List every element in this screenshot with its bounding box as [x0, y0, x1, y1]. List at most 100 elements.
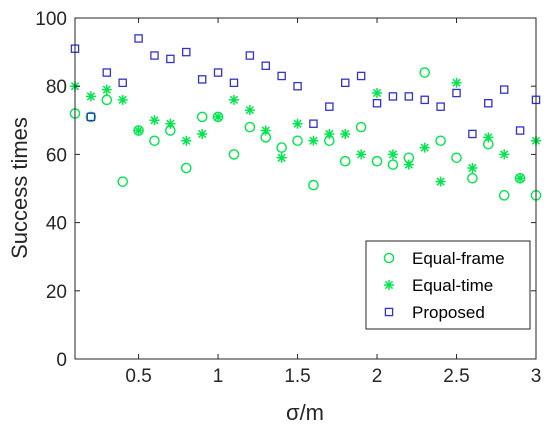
data-point-circle-10	[228, 149, 240, 160]
data-marks	[69, 34, 542, 201]
data-point-asterisk-18	[356, 149, 367, 160]
data-point-asterisk-2	[101, 84, 112, 95]
legend-label: Equal-frame	[412, 249, 505, 268]
data-point-asterisk-28	[515, 173, 526, 184]
data-point-square-21	[404, 92, 414, 101]
data-point-asterisk-7	[181, 135, 192, 146]
data-point-asterisk-12	[260, 125, 271, 136]
data-point-circle-13	[276, 142, 287, 153]
x-tick-label: 1	[213, 366, 224, 387]
data-point-asterisk-1	[85, 91, 96, 102]
data-point-asterisk-23	[435, 176, 446, 187]
data-point-square-5	[150, 51, 159, 60]
series-equal-time	[70, 77, 541, 187]
data-point-square-22	[420, 95, 429, 105]
y-tick-label: 60	[46, 145, 67, 166]
y-tick-label: 20	[46, 282, 67, 303]
y-tick-label: 100	[35, 9, 67, 30]
data-point-asterisk-5	[149, 115, 160, 126]
data-point-circle-14	[292, 135, 303, 147]
data-point-circle-23	[435, 135, 446, 147]
data-point-square-11	[245, 51, 255, 60]
data-point-square-12	[261, 61, 271, 70]
data-point-circle-15	[308, 179, 319, 191]
data-point-square-2	[102, 68, 112, 77]
x-tick-label: 2	[372, 366, 383, 387]
data-point-circle-18	[355, 121, 367, 133]
legend: Equal-frame Equal-time Proposed	[365, 240, 531, 330]
data-point-square-13	[277, 71, 286, 81]
y-axis-label: Success times	[7, 117, 32, 259]
x-tick-label: 1.5	[284, 366, 310, 387]
data-point-asterisk-22	[419, 142, 430, 153]
data-point-square-15	[309, 119, 318, 128]
x-tick-label: 2.5	[443, 366, 469, 387]
x-axis-label: σ/m	[286, 400, 324, 425]
data-point-asterisk-11	[244, 105, 255, 116]
data-point-square-28	[515, 126, 525, 135]
data-point-square-9	[213, 68, 223, 77]
data-point-circle-22	[419, 67, 431, 78]
data-point-asterisk-27	[499, 149, 510, 160]
data-point-circle-1	[85, 111, 97, 123]
data-point-square-18	[356, 71, 366, 81]
data-point-asterisk-9	[213, 111, 224, 122]
data-point-square-19	[372, 99, 382, 108]
data-point-circle-17	[339, 155, 351, 167]
data-point-circle-19	[371, 155, 383, 167]
data-point-square-1	[86, 112, 96, 122]
data-point-square-16	[325, 102, 334, 111]
data-point-square-25	[468, 129, 477, 139]
data-point-asterisk-6	[165, 118, 176, 129]
data-point-circle-2	[101, 94, 113, 106]
data-point-circle-5	[149, 135, 160, 147]
data-point-asterisk-4	[133, 125, 144, 136]
data-point-circle-20	[387, 159, 399, 170]
data-point-asterisk-8	[197, 128, 208, 139]
data-point-asterisk-17	[340, 128, 351, 139]
data-point-asterisk-3	[117, 94, 128, 105]
axes-box	[74, 17, 537, 360]
series-equal-frame	[69, 67, 542, 201]
data-point-square-14	[293, 81, 302, 91]
data-point-square-24	[452, 88, 461, 98]
legend-label: Equal-time	[412, 276, 493, 295]
data-point-asterisk-20	[387, 149, 398, 160]
data-point-square-27	[499, 85, 509, 94]
data-point-asterisk-21	[403, 159, 414, 170]
data-point-circle-3	[117, 176, 128, 187]
data-point-asterisk-24	[451, 77, 462, 88]
legend-marker-asterisk	[384, 280, 394, 290]
legend-label: Proposed	[412, 303, 485, 322]
data-point-asterisk-26	[483, 132, 494, 143]
x-tick-label: 0.5	[125, 366, 151, 387]
data-point-circle-11	[244, 121, 256, 133]
axes: 0.5 1 1.5 2 2.5 3 0 20 40 60 80 100	[35, 9, 541, 387]
data-point-asterisk-15	[308, 135, 319, 146]
data-point-asterisk-13	[276, 152, 287, 163]
y-tick-label: 0	[56, 350, 67, 371]
data-point-square-17	[340, 78, 350, 88]
data-point-square-7	[182, 47, 191, 57]
data-point-square-8	[197, 75, 207, 84]
data-point-asterisk-19	[372, 88, 383, 99]
data-point-square-26	[484, 99, 493, 108]
data-point-circle-7	[180, 162, 192, 174]
legend-marker-square	[384, 307, 394, 317]
y-tick-label: 40	[46, 214, 67, 235]
data-point-square-23	[436, 102, 445, 111]
data-point-circle-27	[498, 190, 510, 201]
data-point-square-3	[118, 78, 127, 88]
y-tick-label: 80	[46, 77, 67, 98]
data-point-asterisk-10	[228, 94, 239, 105]
data-point-square-20	[388, 92, 398, 101]
data-point-asterisk-14	[292, 118, 303, 129]
data-point-asterisk-25	[467, 163, 478, 174]
legend-marker-circle	[383, 252, 395, 264]
data-point-circle-8	[196, 111, 208, 123]
data-point-circle-24	[451, 152, 462, 164]
data-point-asterisk-16	[324, 128, 335, 139]
data-point-square-6	[166, 54, 175, 64]
data-point-square-4	[134, 34, 143, 43]
